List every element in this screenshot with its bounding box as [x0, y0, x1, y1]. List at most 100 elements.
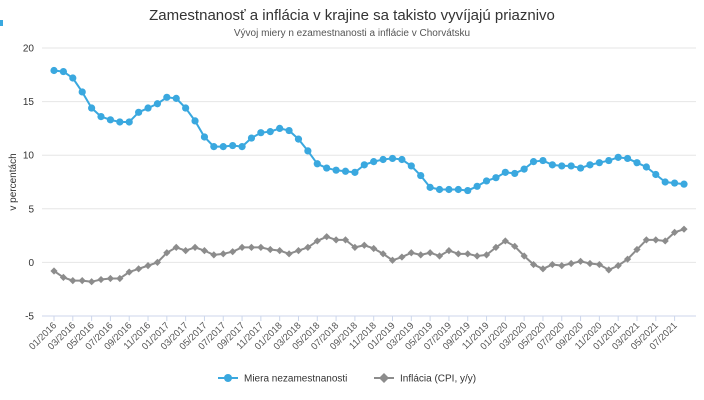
data-point[interactable]: [652, 236, 660, 244]
data-point[interactable]: [652, 170, 660, 179]
data-point[interactable]: [614, 153, 622, 161]
data-point[interactable]: [642, 236, 650, 244]
data-point[interactable]: [417, 171, 425, 180]
data-point[interactable]: [614, 262, 622, 270]
data-point[interactable]: [482, 251, 491, 259]
data-point[interactable]: [332, 166, 340, 174]
data-point[interactable]: [576, 257, 585, 265]
data-point[interactable]: [548, 161, 556, 169]
data-point[interactable]: [97, 275, 105, 284]
data-point[interactable]: [191, 117, 199, 125]
data-point[interactable]: [360, 161, 368, 169]
data-point[interactable]: [605, 156, 613, 165]
data-point[interactable]: [50, 66, 58, 75]
data-point[interactable]: [294, 135, 303, 143]
data-point[interactable]: [558, 262, 566, 270]
data-point[interactable]: [670, 179, 679, 187]
data-point[interactable]: [520, 165, 528, 173]
data-point[interactable]: [285, 250, 293, 258]
data-point[interactable]: [229, 141, 237, 150]
data-point[interactable]: [623, 154, 632, 163]
data-point[interactable]: [539, 265, 547, 273]
data-point[interactable]: [473, 182, 481, 190]
data-point[interactable]: [492, 174, 500, 182]
data-point[interactable]: [172, 243, 180, 251]
data-point[interactable]: [257, 129, 265, 137]
data-point[interactable]: [661, 237, 669, 245]
data-point[interactable]: [116, 118, 124, 126]
data-point[interactable]: [238, 143, 246, 151]
data-point[interactable]: [125, 268, 133, 276]
data-point[interactable]: [501, 168, 509, 176]
data-point[interactable]: [370, 158, 378, 166]
data-point[interactable]: [680, 225, 688, 233]
data-point[interactable]: [266, 245, 274, 254]
data-point[interactable]: [200, 133, 209, 141]
data-point[interactable]: [285, 126, 293, 135]
data-point[interactable]: [360, 241, 368, 249]
data-point[interactable]: [106, 274, 115, 283]
data-point[interactable]: [163, 249, 171, 257]
data-point[interactable]: [492, 243, 500, 251]
data-point[interactable]: [116, 274, 124, 283]
data-point[interactable]: [294, 247, 303, 255]
data-point[interactable]: [135, 265, 143, 273]
data-point[interactable]: [520, 252, 528, 260]
data-point[interactable]: [341, 167, 350, 175]
data-point[interactable]: [642, 163, 650, 171]
data-point[interactable]: [567, 162, 575, 170]
data-point[interactable]: [398, 155, 406, 164]
data-point[interactable]: [313, 160, 321, 168]
data-point[interactable]: [633, 245, 641, 254]
data-point[interactable]: [435, 185, 444, 194]
data-point[interactable]: [247, 243, 256, 251]
data-point[interactable]: [144, 104, 152, 112]
data-point[interactable]: [153, 258, 162, 266]
data-point[interactable]: [595, 260, 603, 269]
data-point[interactable]: [464, 186, 472, 195]
data-point[interactable]: [633, 159, 641, 167]
data-point[interactable]: [511, 242, 519, 250]
data-point[interactable]: [106, 116, 115, 124]
data-point[interactable]: [257, 243, 265, 251]
data-point[interactable]: [304, 147, 312, 155]
data-point[interactable]: [661, 178, 669, 186]
legend-item-unemployment[interactable]: Miera nezamestnanosti: [218, 374, 347, 385]
data-point[interactable]: [605, 266, 613, 274]
data-point[interactable]: [247, 134, 256, 142]
data-point[interactable]: [125, 118, 133, 126]
data-point[interactable]: [548, 260, 556, 269]
data-point[interactable]: [69, 74, 77, 82]
data-point[interactable]: [586, 259, 594, 268]
data-point[interactable]: [623, 255, 632, 263]
data-point[interactable]: [539, 156, 547, 165]
data-point[interactable]: [97, 113, 105, 121]
data-point[interactable]: [445, 185, 453, 194]
data-point[interactable]: [219, 143, 227, 151]
data-point[interactable]: [511, 169, 519, 178]
data-point[interactable]: [50, 267, 58, 275]
data-point[interactable]: [398, 253, 406, 261]
data-point[interactable]: [78, 88, 86, 96]
data-point[interactable]: [388, 154, 397, 163]
data-point[interactable]: [426, 249, 434, 257]
data-point[interactable]: [266, 128, 274, 136]
data-point[interactable]: [153, 100, 162, 108]
data-point[interactable]: [238, 243, 246, 251]
data-point[interactable]: [529, 158, 538, 166]
data-point[interactable]: [88, 278, 96, 286]
data-point[interactable]: [88, 104, 96, 112]
data-point[interactable]: [229, 248, 237, 256]
data-point[interactable]: [276, 247, 284, 255]
data-point[interactable]: [351, 243, 359, 251]
data-point[interactable]: [313, 237, 321, 245]
data-point[interactable]: [172, 94, 180, 102]
data-point[interactable]: [454, 185, 462, 194]
data-point[interactable]: [567, 259, 575, 268]
data-point[interactable]: [332, 236, 340, 244]
data-point[interactable]: [435, 252, 444, 260]
data-point[interactable]: [59, 67, 68, 76]
data-point[interactable]: [501, 237, 509, 245]
data-point[interactable]: [182, 104, 190, 112]
data-point[interactable]: [144, 262, 152, 270]
